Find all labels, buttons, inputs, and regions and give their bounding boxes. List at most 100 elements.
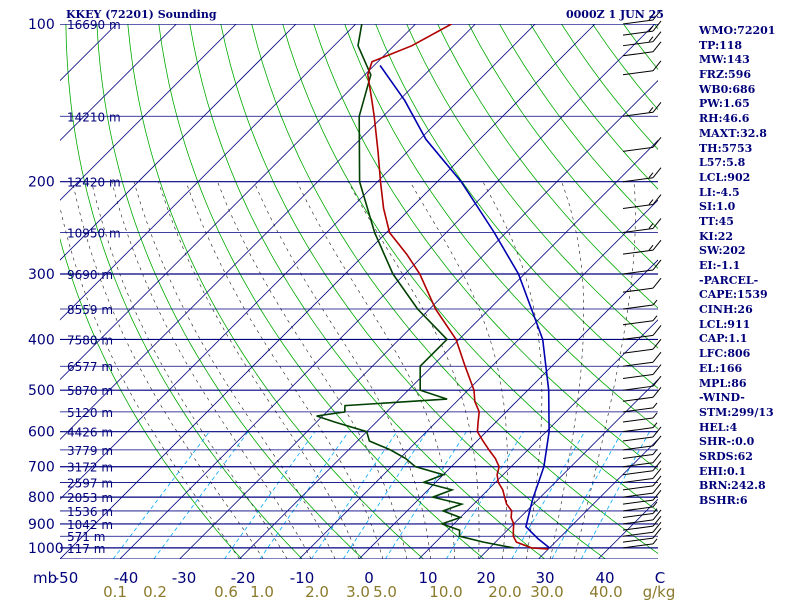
dry-adiabat [406, 24, 658, 349]
wind-barb-full [652, 259, 662, 271]
sounding-profiles [316, 24, 551, 550]
dry-adiabat [468, 24, 658, 269]
wind-barb-staff [622, 51, 654, 57]
isotherm [119, 24, 656, 559]
isotherm [538, 438, 658, 559]
wind-barb-staff [622, 477, 654, 483]
wind-barb-half [648, 25, 654, 32]
index-item: BSHR:6 [699, 494, 748, 507]
height-label: 3779 m [67, 444, 113, 458]
height-label: 8559 m [67, 303, 113, 317]
temperature-tick-label: -40 [114, 569, 139, 587]
dry-adiabat [375, 24, 658, 389]
temperature-tick-label: 20 [476, 569, 495, 587]
temperature-tick-label: -30 [172, 569, 197, 587]
height-label: 16690 m [67, 18, 121, 32]
dewpoint-trace [316, 24, 514, 549]
height-label: 14210 m [67, 110, 121, 124]
mixing-ratio-label: g/kg [643, 583, 676, 600]
pressure-label: 500 [28, 383, 55, 399]
wind-barb-full [652, 41, 662, 53]
wind-barb-full [652, 9, 662, 21]
isotherm [0, 24, 57, 559]
mixing-ratio-label: 20.0 [488, 583, 521, 600]
mixing-ratio-line [551, 431, 623, 559]
isotherm [60, 24, 297, 261]
wind-barb-staff [622, 111, 654, 117]
wind-barb-full [652, 137, 662, 148]
wind-barb-staff [622, 519, 654, 525]
height-label: 9690 m [67, 268, 113, 282]
index-item: SHR-:0.0 [699, 435, 755, 449]
wind-barb-half [652, 422, 658, 428]
wind-barb-full [652, 325, 662, 336]
isotherm [60, 24, 177, 141]
wind-barb-full [652, 452, 662, 464]
index-item: LI:-4.5 [699, 185, 740, 199]
index-item: MW:143 [699, 53, 750, 67]
wind-barb-staff [622, 249, 654, 255]
background-grid [0, 24, 658, 559]
index-item: RH:46.6 [699, 112, 750, 126]
pressure-label: 700 [28, 460, 55, 476]
moist-adiabat [91, 181, 288, 559]
height-label: 7580 m [67, 333, 113, 347]
wind-barb-full [652, 194, 662, 205]
wind-barb-staff [622, 30, 654, 36]
wind-barb-full [652, 351, 662, 363]
index-item: TH:5753 [699, 141, 753, 155]
wind-barb-staff [622, 269, 654, 275]
mixing-ratio-line [311, 431, 398, 559]
wind-barb-staff [622, 427, 654, 433]
isotherm [239, 139, 658, 559]
mixing-ratio-line [385, 431, 467, 559]
wind-barb-staff [622, 506, 654, 512]
index-item: -PARCEL- [699, 273, 759, 287]
wind-barb-staff [622, 19, 654, 25]
height-label: 2053 m [67, 491, 113, 505]
moist-adiabat [185, 181, 384, 559]
temperature-tick-label: 10 [418, 569, 437, 587]
wind-barb-full [652, 426, 662, 438]
pressure-label: 600 [28, 425, 55, 441]
pressure-label: 800 [28, 490, 55, 506]
dry-adiabat [344, 24, 658, 430]
index-item: EHI:0.1 [699, 464, 747, 478]
indices-panel: WMO:72201 TP:118 MW:143 FRZ:596 WB0:686 PW:1.… [699, 24, 775, 509]
isotherm [418, 319, 658, 559]
wind-barb-full [652, 218, 662, 229]
wind-barb-staff [622, 304, 654, 310]
height-label: 3172 m [67, 461, 113, 475]
wind-barb-half [652, 508, 658, 514]
moist-adiabat [253, 181, 432, 559]
index-item: WMO:72201 [699, 24, 776, 37]
pressure-label: 400 [28, 332, 55, 348]
temperature-tick-label: -10 [290, 569, 315, 587]
wind-barb-staff [622, 462, 654, 468]
wind-barb-staff [622, 385, 654, 391]
height-label: 1042 m [67, 518, 113, 532]
mixing-ratio-label: 2.0 [305, 583, 329, 600]
wind-barb-staff [622, 374, 654, 380]
index-item: HEL:4 [699, 420, 738, 434]
wind-barb-full [652, 386, 662, 398]
wind-barb-full [652, 435, 662, 447]
wind-barb-staff [622, 320, 654, 326]
wind-barb-half [652, 449, 658, 455]
mixing-ratio-line [511, 431, 586, 559]
index-item: LCL:911 [699, 317, 751, 331]
wind-barb-half [652, 538, 658, 545]
mixing-ratio-line [259, 431, 349, 559]
wind-barb-staff [622, 407, 654, 413]
wind-barb-full [652, 167, 662, 179]
index-item: SI:1.0 [699, 200, 736, 214]
temperature-tick-label: 40 [595, 569, 614, 587]
index-item: PW:1.65 [699, 97, 750, 111]
wind-barb-staff [622, 396, 654, 402]
moist-adiabat [574, 181, 636, 559]
index-item: STM:299/13 [699, 405, 774, 419]
temperature-tick-label: C [655, 569, 665, 587]
pressure-unit-label: mb [33, 569, 57, 587]
wind-barb-half [652, 315, 658, 322]
index-item: EI:-1.1 [699, 259, 741, 272]
